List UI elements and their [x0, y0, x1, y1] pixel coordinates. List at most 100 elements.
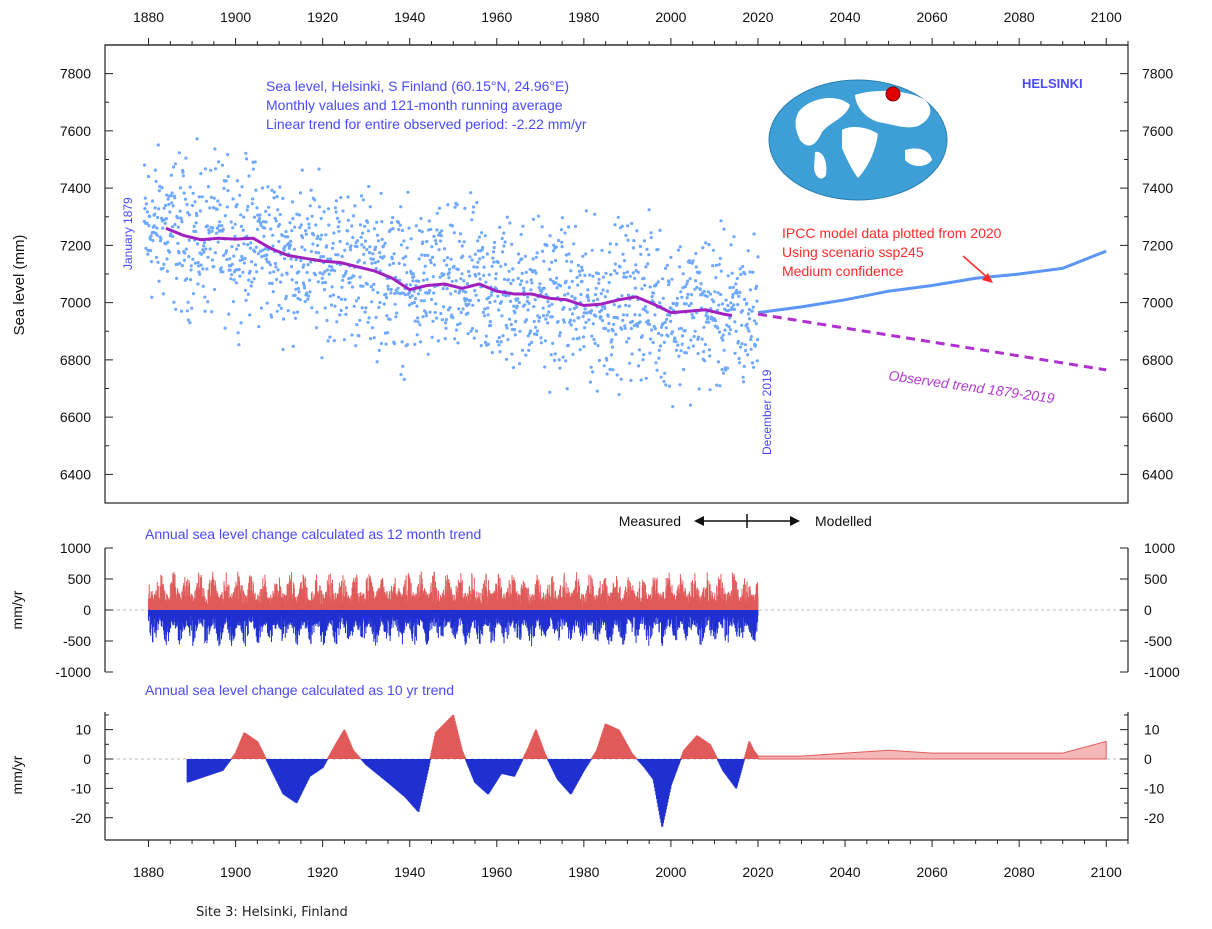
monthly-point: [341, 209, 345, 213]
monthly-point: [187, 213, 192, 217]
monthly-point: [597, 277, 601, 281]
monthly-point: [338, 313, 342, 317]
monthly-point: [252, 277, 256, 281]
trend-label: Observed trend 1879-2019: [888, 367, 1056, 406]
monthly-point: [751, 305, 755, 309]
top-y-tick-label-left: 6400: [60, 466, 91, 482]
monthly-point: [642, 353, 646, 357]
monthly-point: [307, 226, 311, 230]
monthly-point: [559, 284, 563, 288]
monthly-point: [313, 198, 317, 202]
monthly-point: [303, 248, 307, 252]
monthly-point: [550, 302, 554, 306]
monthly-point: [497, 336, 501, 340]
monthly-point: [649, 231, 653, 235]
monthly-point: [386, 287, 390, 291]
monthly-point: [276, 268, 280, 272]
monthly-point: [174, 307, 178, 311]
monthly-point: [470, 326, 475, 331]
monthly-point: [481, 245, 485, 249]
monthly-point: [411, 272, 415, 276]
monthly-point: [362, 252, 366, 256]
monthly-point: [591, 322, 595, 326]
monthly-point: [240, 185, 244, 189]
monthly-point: [581, 335, 586, 339]
monthly-point: [458, 322, 462, 326]
monthly-point: [741, 264, 745, 269]
monthly-point: [550, 260, 554, 264]
monthly-point: [610, 338, 614, 342]
monthly-point: [320, 356, 324, 360]
monthly-point: [329, 257, 333, 261]
monthly-point: [699, 282, 703, 286]
monthly-point: [428, 310, 432, 314]
monthly-point: [320, 276, 324, 280]
monthly-point: [206, 300, 210, 304]
monthly-point: [459, 310, 463, 315]
monthly-point: [163, 221, 167, 225]
monthly-point: [406, 190, 410, 194]
monthly-point: [306, 297, 310, 301]
monthly-point: [506, 278, 510, 282]
monthly-point: [309, 249, 313, 254]
monthly-point: [542, 286, 546, 290]
monthly-point: [716, 326, 720, 330]
monthly-point: [468, 274, 472, 278]
monthly-point: [457, 307, 461, 311]
monthly-point: [216, 160, 221, 164]
monthly-point: [200, 195, 204, 199]
monthly-point: [432, 263, 436, 267]
top-y-tick-label-left: 7000: [60, 295, 91, 311]
monthly-point: [524, 270, 528, 274]
monthly-point: [284, 294, 288, 298]
monthly-point: [463, 206, 467, 210]
monthly-point: [475, 265, 479, 269]
monthly-point: [189, 264, 193, 268]
monthly-point: [676, 343, 680, 347]
monthly-point: [316, 243, 320, 248]
monthly-point: [308, 278, 312, 282]
monthly-point: [176, 241, 180, 245]
monthly-point: [649, 235, 653, 240]
monthly-point: [530, 281, 534, 285]
monthly-point: [577, 316, 581, 320]
monthly-point: [531, 217, 536, 221]
monthly-point: [314, 250, 318, 254]
monthly-point: [169, 173, 173, 177]
monthly-point: [462, 240, 466, 244]
monthly-point: [146, 174, 151, 179]
monthly-point: [304, 229, 308, 233]
monthly-point: [393, 292, 397, 296]
monthly-point: [153, 168, 157, 172]
top-y-tick-label-right: 7200: [1142, 237, 1173, 253]
monthly-point: [630, 319, 635, 324]
monthly-point: [606, 314, 610, 318]
monthly-point: [517, 300, 521, 305]
monthly-point: [565, 387, 569, 391]
monthly-point: [258, 249, 262, 253]
monthly-point: [666, 334, 670, 338]
monthly-point: [552, 358, 557, 363]
monthly-point: [250, 280, 254, 284]
monthly-point: [739, 345, 743, 349]
monthly-point: [540, 249, 545, 253]
monthly-point: [662, 340, 667, 344]
monthly-point: [751, 270, 755, 274]
monthly-point: [457, 239, 461, 243]
monthly-point: [594, 314, 598, 318]
monthly-point: [471, 303, 475, 307]
monthly-point: [741, 380, 746, 384]
monthly-point: [644, 376, 648, 380]
monthly-point: [331, 241, 335, 245]
monthly-point: [250, 202, 254, 206]
monthly-point: [685, 282, 689, 286]
top-x-tick-label: 2060: [917, 9, 948, 25]
modelled-label: Modelled: [815, 513, 872, 529]
monthly-point: [286, 309, 290, 313]
monthly-point: [328, 294, 332, 298]
monthly-point: [627, 336, 631, 341]
monthly-point: [235, 247, 239, 251]
top-y-tick-label-left: 7800: [60, 66, 91, 82]
monthly-point: [162, 262, 166, 266]
monthly-point: [390, 220, 394, 225]
